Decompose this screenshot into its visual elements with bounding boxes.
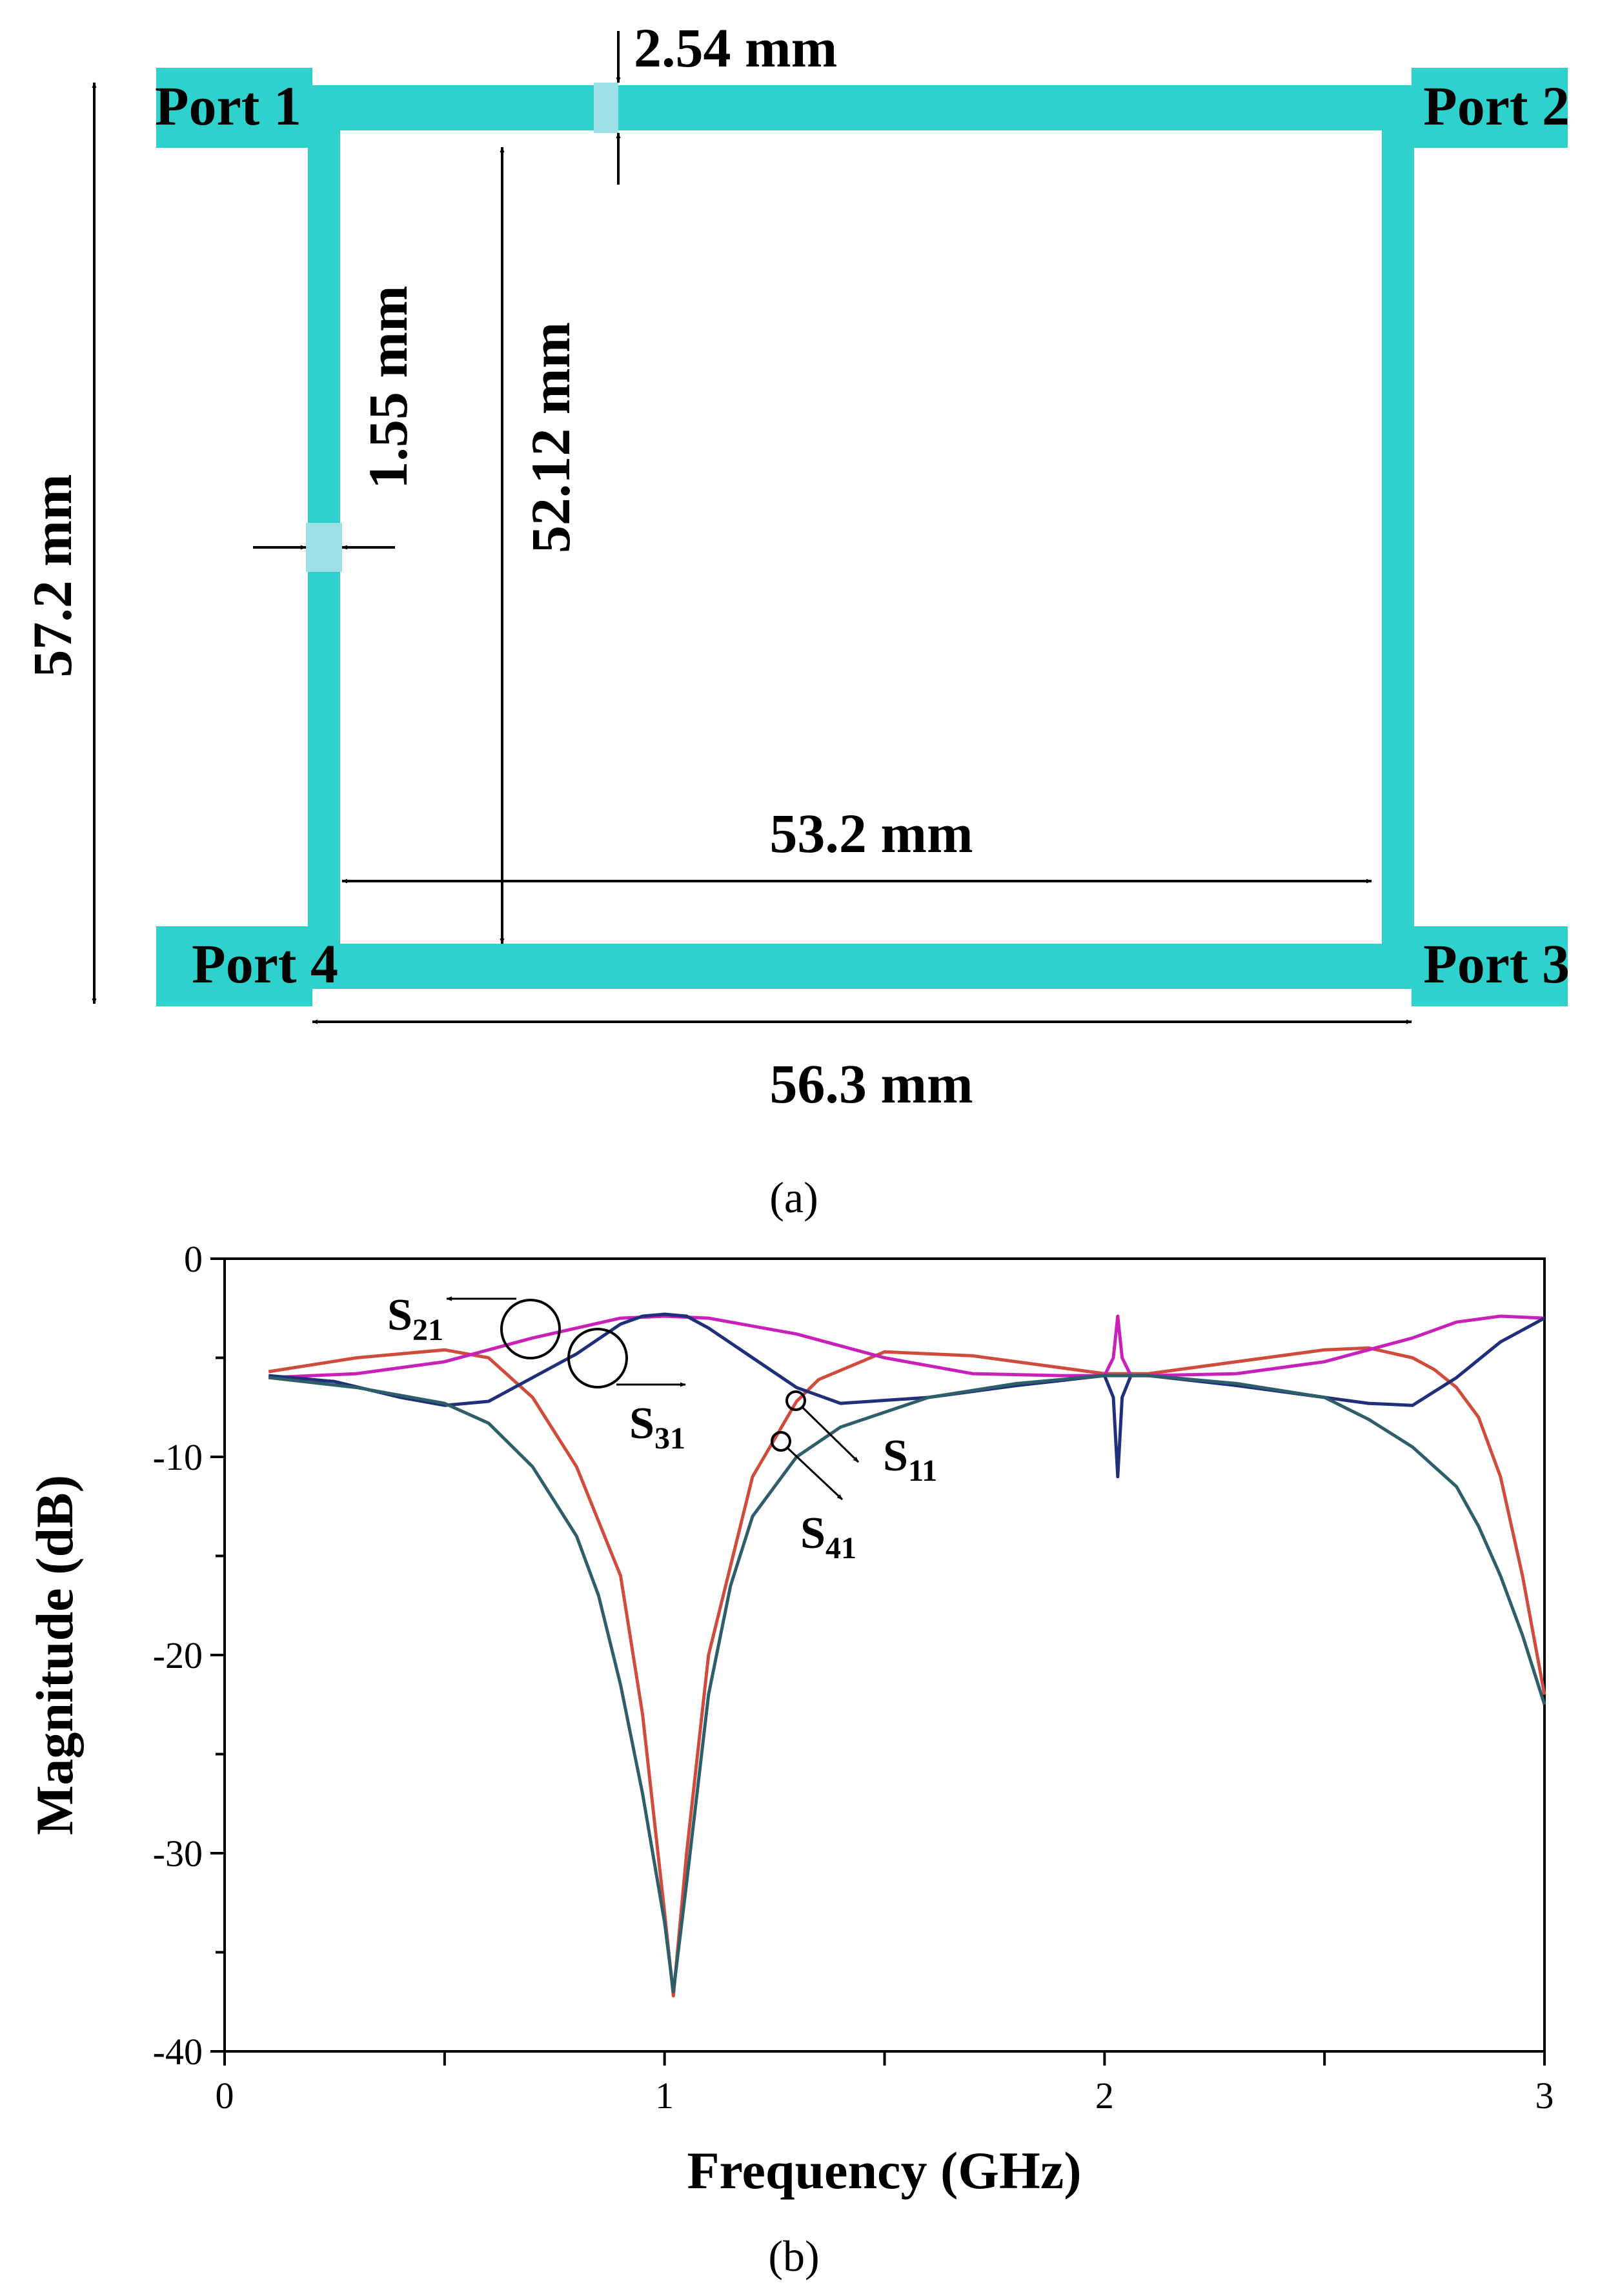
top-line: [312, 85, 1412, 130]
port3-label: Port 3: [1423, 933, 1570, 995]
inner-height-label: 52.12 mm: [520, 322, 582, 553]
side-width-marker: [306, 523, 342, 572]
x-axis-label: Frequency (GHz): [687, 2141, 1081, 2200]
s11-label-sub: 11: [908, 1454, 937, 1488]
s31-label-sub: 31: [654, 1421, 685, 1456]
s21-label-sub: 21: [412, 1313, 443, 1347]
port2-pad: [1412, 68, 1568, 148]
x-tick-label: 2: [1095, 2075, 1114, 2117]
y-axis: 0 -10 -20 -30 -40: [153, 1238, 225, 2073]
plot-frame: [223, 1257, 1546, 2053]
bottom-line: [312, 944, 1412, 989]
side-width-label: 1.55 mm: [357, 285, 419, 489]
s41-marker-circle: [771, 1431, 791, 1452]
caption-a: (a): [769, 1173, 818, 1222]
caption-b: (b): [768, 2231, 819, 2281]
s11-pointer: [802, 1407, 860, 1463]
s21-marker-circle: [500, 1299, 561, 1359]
s41-label-sub: 41: [825, 1531, 856, 1565]
s41-pointer: [787, 1447, 844, 1501]
s21-label: S21: [387, 1290, 443, 1347]
series-lines: [268, 1312, 1546, 1998]
y-tick-label: -10: [153, 1436, 203, 1478]
y-tick-label: -20: [153, 1634, 203, 1676]
x-tick-label: 0: [216, 2075, 234, 2117]
series-s31-line: [268, 1312, 1546, 1479]
port1-pad: [156, 68, 312, 148]
top-width-marker: [594, 83, 618, 133]
port2-label: Port 2: [1423, 75, 1570, 137]
overall-height-label: 57.2 mm: [21, 474, 83, 677]
s21-label-main: S: [387, 1290, 412, 1340]
series-s41-line: [268, 1374, 1546, 1994]
s31-marker-circle: [567, 1328, 628, 1388]
x-tick-label: 3: [1535, 2075, 1554, 2117]
s31-label: S31: [629, 1399, 685, 1456]
s41-label: S41: [800, 1509, 856, 1565]
port1-label: Port 1: [155, 75, 301, 137]
overall-width-label: 56.3 mm: [769, 1053, 973, 1115]
port3-pad: [1412, 926, 1568, 1006]
port4-label: Port 4: [192, 933, 338, 995]
s11-label: S11: [883, 1431, 937, 1488]
right-line: [1382, 130, 1414, 944]
microstrip: [156, 68, 1568, 1006]
s41-label-main: S: [800, 1509, 825, 1558]
y-axis-label: Magnitude (dB): [25, 1475, 84, 1835]
series-s11-line: [268, 1346, 1546, 1998]
s11-marker-circle: [785, 1390, 806, 1411]
series-s21-line: [268, 1314, 1545, 1379]
s11-label-main: S: [883, 1431, 908, 1481]
layout-a: Port 1 Port 2 Port 3 Port 4 2.54 mm 1.55…: [21, 17, 1570, 1222]
y-tick-label: -30: [153, 1833, 203, 1874]
top-width-label: 2.54 mm: [634, 17, 837, 79]
s31-label-main: S: [629, 1399, 654, 1448]
inner-width-label: 53.2 mm: [769, 802, 973, 864]
y-tick-label: 0: [184, 1238, 203, 1280]
x-axis: 0 1 2 3: [216, 2051, 1554, 2117]
port4-pad: [156, 926, 312, 1006]
y-tick-label: -40: [153, 2031, 203, 2073]
x-tick-label: 1: [655, 2075, 674, 2117]
annotations: [446, 1296, 860, 1501]
